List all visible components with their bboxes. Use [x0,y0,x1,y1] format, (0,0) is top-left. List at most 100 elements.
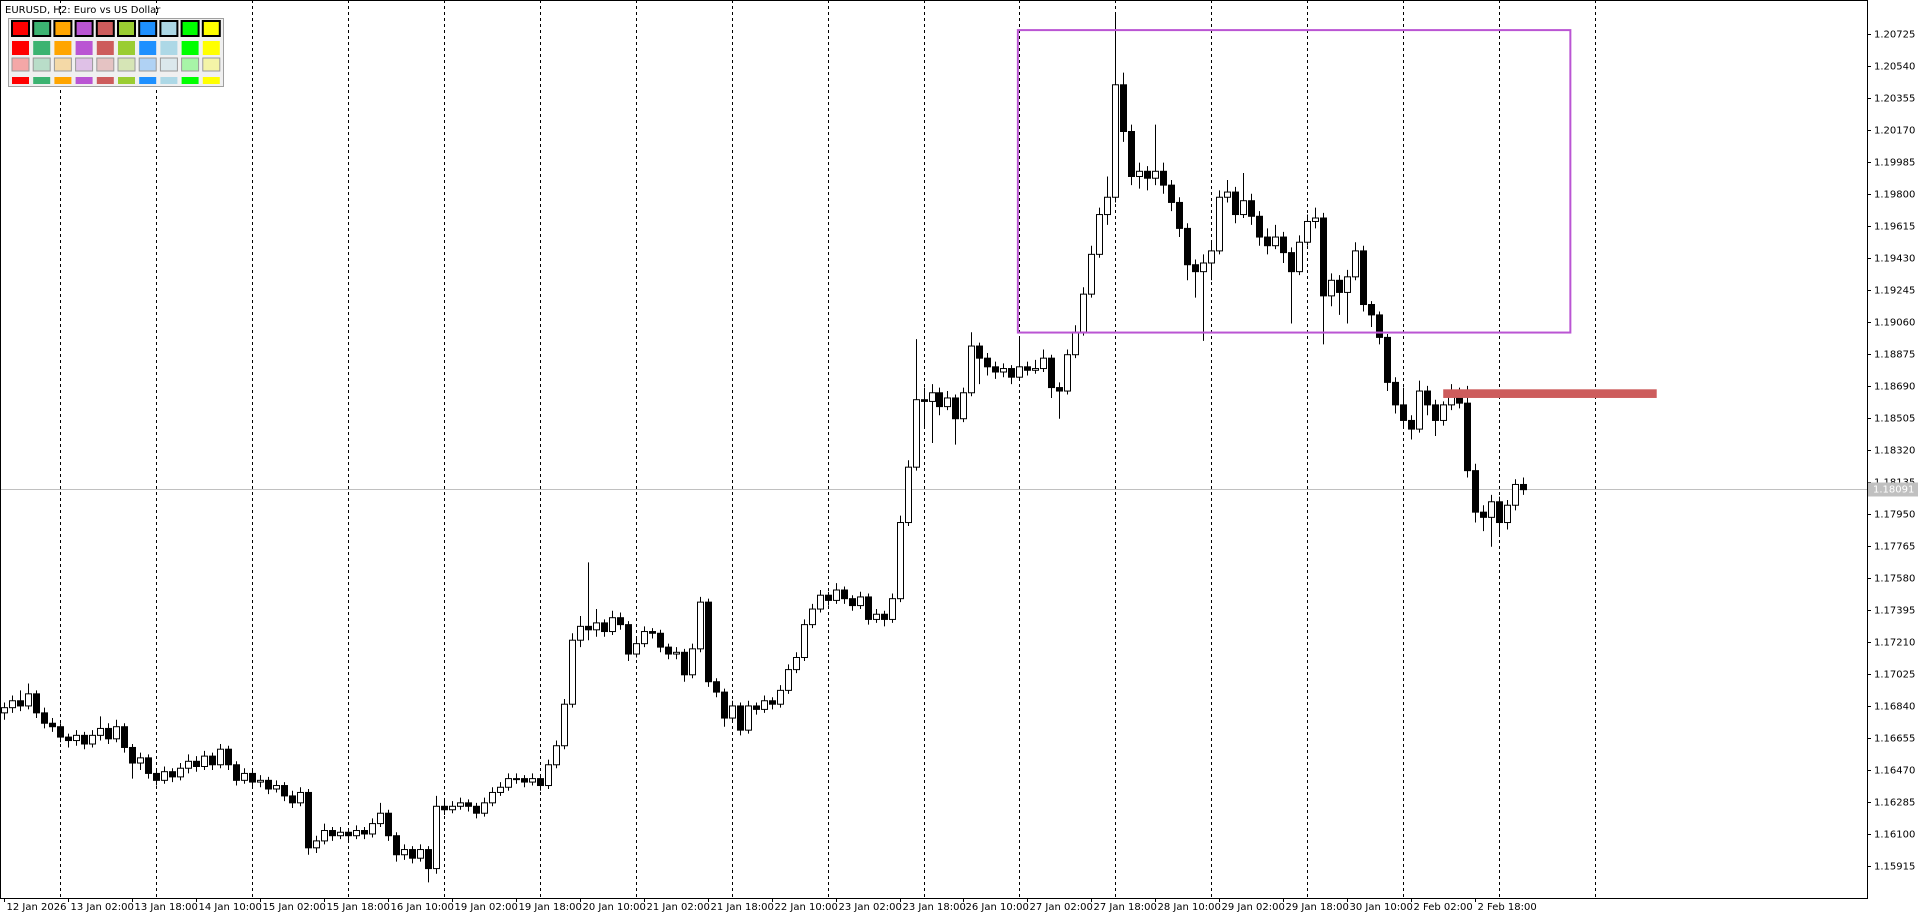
color-button[interactable] [11,20,30,37]
color-button[interactable] [138,20,158,37]
candle-body [1496,501,1503,524]
candle-body [849,598,856,607]
x-tick-label: 2 Feb 02:00 [1414,902,1473,913]
color-light-button[interactable] [75,57,94,72]
candle-body [577,625,584,641]
candle-body [713,681,720,693]
color-button[interactable] [53,20,73,37]
candle-body [905,466,912,524]
candle-body [1296,241,1303,273]
candle-body [337,831,344,837]
color-palette [8,18,224,87]
y-tick-label: 1.19245 [1874,286,1915,297]
color-light-button[interactable] [32,57,51,72]
color-light-button[interactable] [53,57,72,72]
candle-body [1272,236,1279,247]
candle-body [1120,84,1127,132]
color-light-button[interactable] [138,57,157,72]
candle-body [657,632,664,648]
color-light-button[interactable] [181,57,200,72]
candle-body [353,830,360,837]
color-fill-button[interactable] [160,41,178,55]
color-line-button[interactable] [33,77,51,84]
candle-body [1256,215,1263,238]
candle-body [601,622,608,633]
candle-body [1416,390,1423,430]
candle-body [984,357,991,368]
candle-body [681,651,688,676]
candle-body [960,392,967,420]
color-light-button[interactable] [96,57,115,72]
color-button[interactable] [95,20,115,37]
color-line-button[interactable] [75,77,93,84]
color-line-button[interactable] [54,77,72,84]
zone-rectangle [1443,389,1657,398]
y-tick-label: 1.19615 [1874,222,1915,233]
y-tick-label: 1.17950 [1874,510,1915,521]
color-line-button[interactable] [12,77,29,84]
color-fill-button[interactable] [96,41,114,55]
candle-body [665,646,672,655]
color-button[interactable] [201,20,221,37]
color-button[interactable] [159,20,179,37]
candle-body [9,700,16,709]
color-line-button[interactable] [202,77,220,84]
candle-body [1408,419,1415,430]
y-tick-label: 1.18875 [1874,350,1915,361]
color-fill-button[interactable] [139,41,157,55]
color-fill-button[interactable] [118,41,135,55]
candle-body [1312,217,1319,222]
candle-body [409,849,416,859]
color-light-button[interactable] [11,57,30,72]
color-line-button[interactable] [96,77,114,84]
color-fill-button[interactable] [181,41,199,55]
candle-body [1280,236,1287,254]
color-fill-button[interactable] [202,41,220,55]
candle-body [625,624,632,655]
color-line-button[interactable] [181,77,199,84]
color-button[interactable] [180,20,200,37]
candle-body [1040,357,1047,370]
candle-body [936,392,943,408]
color-fill-button[interactable] [75,41,93,55]
color-fill-button[interactable] [54,41,72,55]
candle-body [249,772,256,783]
candle-body [497,786,504,793]
candle-body [369,823,376,835]
x-tick-label: 22 Jan 10:00 [775,902,838,913]
candle-body [113,726,120,740]
color-fill-button[interactable] [12,41,29,55]
candle-body [129,746,136,764]
candle-body [145,757,152,774]
color-button[interactable] [117,20,136,37]
candle-body [833,589,840,601]
candle-body [433,805,440,870]
color-line-button[interactable] [160,77,178,84]
candle-body [1192,264,1199,273]
candle-body [1,707,8,714]
candle-body [233,764,240,781]
color-fill-button[interactable] [33,41,51,55]
color-light-button[interactable] [202,57,221,72]
candle-body [1352,250,1359,278]
candle-body [825,594,832,601]
color-light-button[interactable] [159,57,178,72]
candle-body [417,849,424,859]
candle-body [217,748,224,766]
candle-body [689,648,696,676]
candle-body [1464,402,1471,472]
candle-body [185,760,192,769]
candle-body [976,345,983,359]
candle-body [177,767,184,778]
y-tick-label: 1.19430 [1874,254,1915,265]
color-light-button[interactable] [117,57,136,72]
x-tick-label: 13 Jan 18:00 [135,902,198,913]
color-button[interactable] [32,20,52,37]
candle-body [721,691,728,719]
candle-body [617,617,624,626]
color-line-button[interactable] [118,77,135,84]
color-line-button[interactable] [139,77,157,84]
color-button[interactable] [74,20,94,37]
